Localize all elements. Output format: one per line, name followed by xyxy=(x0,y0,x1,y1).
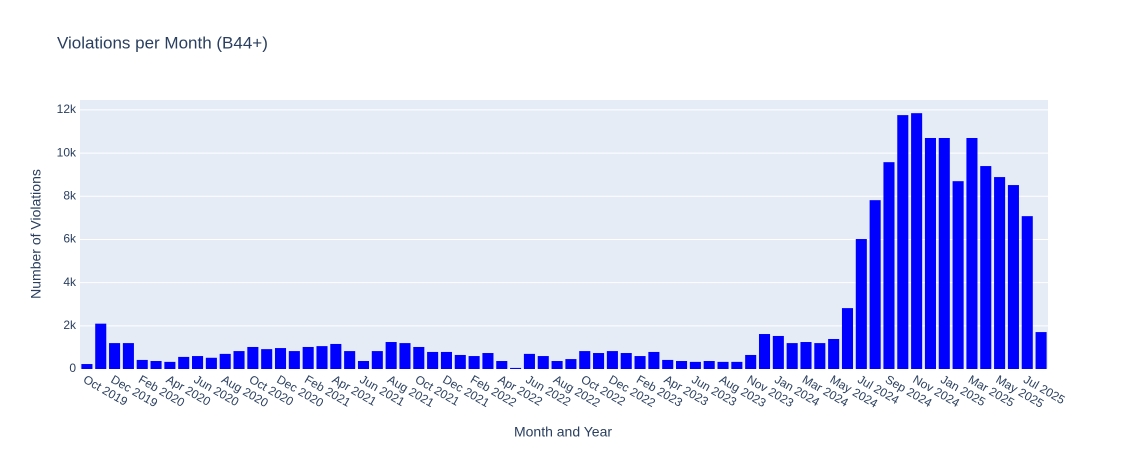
bar xyxy=(496,361,508,369)
bar xyxy=(413,346,425,369)
bar xyxy=(357,361,370,369)
bar xyxy=(772,335,784,369)
bar xyxy=(233,351,245,369)
bar xyxy=(192,356,204,369)
bar xyxy=(427,351,439,369)
y-tick-label: 6k xyxy=(63,232,77,246)
bar xyxy=(883,162,895,369)
bar xyxy=(676,361,688,369)
bar xyxy=(316,346,328,369)
bar xyxy=(330,343,342,369)
bar xyxy=(302,346,314,369)
bar xyxy=(855,239,867,369)
bar xyxy=(966,137,978,369)
y-tick-label: 2k xyxy=(63,318,77,332)
bar xyxy=(593,353,605,369)
bar xyxy=(662,359,674,369)
bar xyxy=(980,166,992,369)
bar xyxy=(869,200,881,369)
bar xyxy=(731,361,743,369)
bar xyxy=(178,356,190,369)
y-tick-label: 12k xyxy=(57,102,77,116)
bar xyxy=(814,343,826,369)
bar xyxy=(122,343,134,369)
bar xyxy=(399,343,411,369)
x-axis-title: Month and Year xyxy=(514,424,612,440)
bar xyxy=(703,361,715,369)
bar xyxy=(924,137,936,369)
bar xyxy=(482,353,494,369)
bar xyxy=(1021,216,1033,369)
bar xyxy=(758,334,771,369)
y-tick-label: 4k xyxy=(63,275,77,289)
bar xyxy=(205,357,217,369)
bar xyxy=(717,361,729,369)
bar xyxy=(1035,332,1047,369)
bar xyxy=(606,351,618,369)
bar xyxy=(261,349,273,369)
bar xyxy=(634,356,646,369)
y-axis-title: Number of Violations xyxy=(28,169,44,299)
bar xyxy=(468,356,480,369)
bar xyxy=(565,359,577,369)
bar xyxy=(579,351,591,369)
bar xyxy=(938,137,950,369)
bar xyxy=(274,348,287,369)
bar xyxy=(219,353,231,369)
bar xyxy=(551,361,563,369)
bar xyxy=(911,113,923,369)
bar xyxy=(537,356,549,369)
bar xyxy=(800,342,812,369)
bar xyxy=(510,367,522,369)
bar xyxy=(344,351,356,369)
bar xyxy=(109,343,121,369)
bar xyxy=(841,308,854,369)
chart-title: Violations per Month (B44+) xyxy=(57,33,268,52)
bar xyxy=(523,353,535,369)
bar xyxy=(994,177,1006,369)
bar xyxy=(952,181,964,369)
y-tick-label: 10k xyxy=(57,145,77,159)
bar xyxy=(385,342,397,369)
bar xyxy=(288,351,300,369)
bar xyxy=(620,353,632,369)
bar xyxy=(786,343,798,369)
bar xyxy=(136,359,148,369)
bar xyxy=(247,346,259,369)
bar xyxy=(828,338,840,369)
bar xyxy=(897,115,909,369)
y-tick-label: 8k xyxy=(63,188,77,202)
bar xyxy=(454,354,466,369)
bar xyxy=(1007,185,1019,369)
bar xyxy=(164,361,176,369)
y-tick-label: 0 xyxy=(69,361,76,375)
bar xyxy=(689,361,701,369)
bar xyxy=(440,351,452,369)
bar xyxy=(150,361,162,369)
bar xyxy=(648,351,660,369)
bar xyxy=(371,351,383,369)
bar xyxy=(81,364,93,369)
bar xyxy=(95,323,107,369)
bar xyxy=(745,354,757,369)
